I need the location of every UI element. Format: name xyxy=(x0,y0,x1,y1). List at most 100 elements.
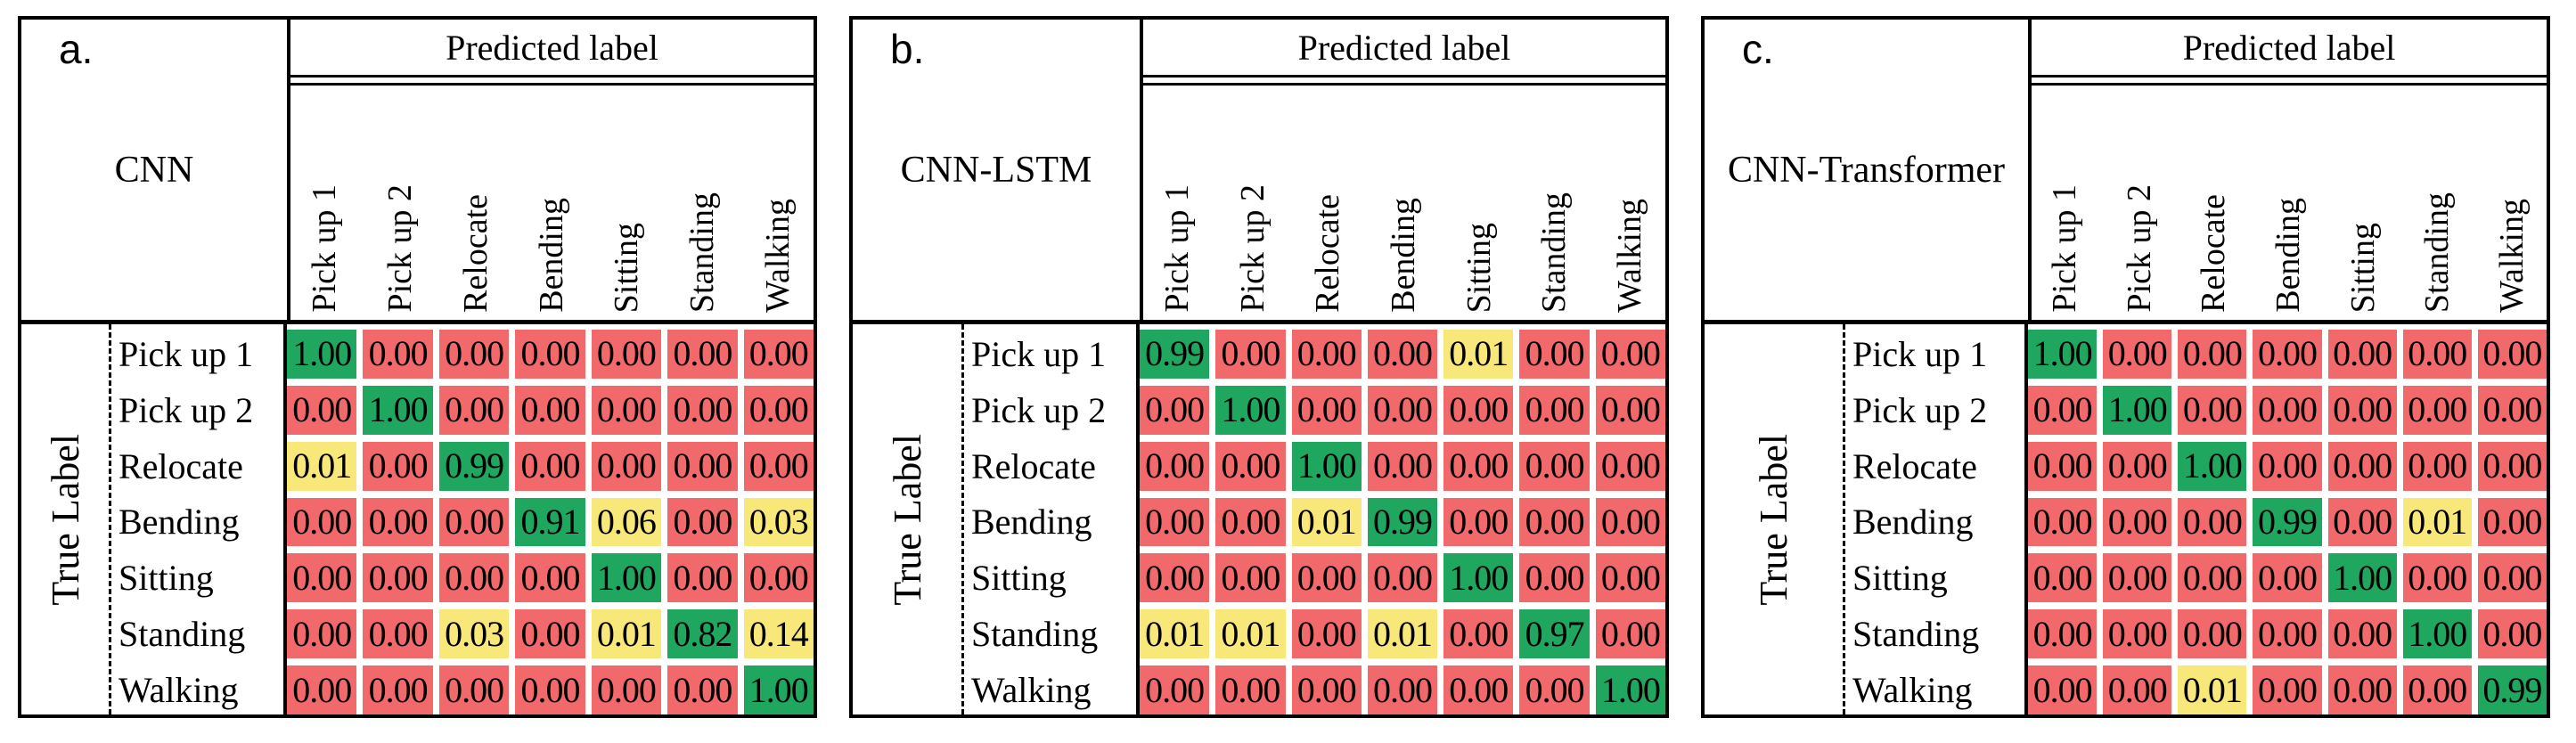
predicted-class-label-cell: Bending xyxy=(1370,86,1439,313)
true-class-label: Bending xyxy=(1852,502,1974,543)
header-data-divider xyxy=(853,320,1665,324)
true-class-label: Pick up 2 xyxy=(1852,389,1988,430)
matrix-cell: 0.00 xyxy=(667,665,738,714)
matrix-cell: 0.00 xyxy=(1443,441,1514,491)
matrix-cell: 0.00 xyxy=(743,553,814,603)
matrix-cell: 0.03 xyxy=(743,497,814,547)
matrix-cell: 0.00 xyxy=(1443,497,1514,547)
matrix-cell: 0.01 xyxy=(1291,497,1362,547)
matrix-cell: 0.00 xyxy=(515,665,585,714)
matrix-cell: 0.00 xyxy=(1519,665,1590,714)
matrix-cell: 0.00 xyxy=(2477,553,2547,603)
matrix-cell: 0.00 xyxy=(591,665,662,714)
matrix-cell: 0.00 xyxy=(2028,609,2098,659)
predicted-class-label: Pick up 2 xyxy=(1233,184,1272,313)
predicted-class-label-cell: Pick up 2 xyxy=(366,86,436,313)
matrix-cell: 0.99 xyxy=(2253,497,2322,547)
matrix-cell: 0.00 xyxy=(1595,497,1665,547)
matrix-cell: 0.00 xyxy=(2477,385,2547,435)
predicted-class-label: Bending xyxy=(1385,198,1423,313)
matrix-cell: 0.00 xyxy=(1215,441,1286,491)
matrix-cell: 0.00 xyxy=(2477,441,2547,491)
matrix-cell: 0.03 xyxy=(438,609,510,659)
predicted-class-label: Sitting xyxy=(1460,222,1498,313)
true-class-label: Walking xyxy=(1852,670,1973,711)
heatmap-grid: 0.99 0.00 0.00 0.00 0.01 0.00 0.00 0.00 1.00 0.00… xyxy=(1140,324,1665,714)
matrix-cell: 0.00 xyxy=(1519,553,1590,603)
header-data-divider xyxy=(1705,320,2547,324)
matrix-cell: 0.14 xyxy=(743,609,814,659)
matrix-cell: 1.00 xyxy=(743,665,814,714)
matrix-cell: 0.00 xyxy=(2327,441,2397,491)
predicted-class-label: Relocate xyxy=(456,194,495,313)
matrix-cell: 0.99 xyxy=(438,441,510,491)
matrix-cell: 0.00 xyxy=(1443,385,1514,435)
true-axis-title: True Label xyxy=(1752,433,1795,606)
matrix-cell: 0.00 xyxy=(2327,385,2397,435)
true-axis-column: True Label xyxy=(1705,324,1845,714)
matrix-cell: 0.00 xyxy=(1367,330,1438,379)
matrix-cell: 0.00 xyxy=(438,665,510,714)
matrix-cell: 0.00 xyxy=(2178,385,2247,435)
true-class-label: Bending xyxy=(119,502,240,543)
matrix-cell: 0.00 xyxy=(1215,665,1286,714)
predicted-class-label-cell: Standing xyxy=(1521,86,1591,313)
matrix-body: True Label Pick up 1 Pick up 2 Relocate Bend… xyxy=(853,324,1665,714)
predicted-class-label-cell: Pick up 2 xyxy=(1219,86,1288,313)
matrix-cell: 0.00 xyxy=(2253,385,2322,435)
predicted-class-label: Pick up 1 xyxy=(1157,184,1196,313)
matrix-cell: 0.00 xyxy=(438,497,510,547)
true-class-label: Walking xyxy=(971,670,1092,711)
matrix-cell: 1.00 xyxy=(363,385,433,435)
matrix-cell: 0.00 xyxy=(2402,665,2472,714)
matrix-cell: 0.00 xyxy=(1215,497,1286,547)
predicted-class-label-cell: Relocate xyxy=(1294,86,1363,313)
predicted-class-label-cell: Relocate xyxy=(442,86,511,313)
predicted-class-label-cell: Relocate xyxy=(2180,86,2249,313)
predicted-class-label: Bending xyxy=(532,198,570,313)
matrix-cell: 0.00 xyxy=(1291,609,1362,659)
true-class-label: Standing xyxy=(119,614,246,655)
true-class-labels-column: Pick up 1 Pick up 2 Relocate Bending Sitting… xyxy=(1845,324,2028,714)
matrix-cell: 0.00 xyxy=(515,441,585,491)
matrix-cell: 0.01 xyxy=(287,441,357,491)
predicted-class-label: Pick up 2 xyxy=(380,184,419,313)
predicted-class-label: Bending xyxy=(2269,198,2308,313)
matrix-cell: 0.00 xyxy=(1443,609,1514,659)
matrix-cell: 0.01 xyxy=(1215,609,1286,659)
matrix-cell: 0.00 xyxy=(2253,609,2322,659)
predicted-class-label: Relocate xyxy=(2195,194,2233,313)
matrix-cell: 0.00 xyxy=(2327,609,2397,659)
true-class-label: Standing xyxy=(971,614,1099,655)
matrix-cell: 0.00 xyxy=(1291,665,1362,714)
matrix-cell: 0.00 xyxy=(2477,497,2547,547)
matrix-cell: 0.00 xyxy=(2402,330,2472,379)
predicted-class-label: Pick up 1 xyxy=(2046,184,2084,313)
true-axis-title: True Label xyxy=(885,433,929,606)
true-class-label: Standing xyxy=(1852,614,1980,655)
matrix-cell: 0.00 xyxy=(2327,330,2397,379)
matrix-cell: 0.00 xyxy=(1519,441,1590,491)
predicted-class-label-cell: Bending xyxy=(518,86,587,313)
model-name: CNN-Transformer xyxy=(1727,149,2006,191)
matrix-cell: 0.00 xyxy=(2178,553,2247,603)
predicted-class-label: Pick up 2 xyxy=(2120,184,2158,313)
panel-header: c. CNN-Transformer Predicted label Pick up … xyxy=(1705,20,2547,320)
matrix-cell: 0.00 xyxy=(2028,441,2098,491)
double-rule xyxy=(290,75,814,86)
panel-header: a. CNN Predicted label Pick up 1 Pick up 2 Re… xyxy=(21,20,814,320)
predicted-class-label-cell: Pick up 1 xyxy=(290,86,360,313)
true-axis-column: True Label xyxy=(21,324,111,714)
matrix-cell: 0.00 xyxy=(438,553,510,603)
matrix-cell: 0.00 xyxy=(1140,553,1210,603)
predicted-class-label: Pick up 1 xyxy=(305,184,343,313)
matrix-cell: 0.00 xyxy=(2253,330,2322,379)
predicted-class-label-cell: Walking xyxy=(744,86,814,313)
predicted-class-label: Sitting xyxy=(2343,222,2382,313)
predicted-class-labels-row: Pick up 1 Pick up 2 Relocate Bending Sitting… xyxy=(1143,86,1665,320)
matrix-cell: 0.06 xyxy=(591,497,662,547)
predicted-class-label-cell: Sitting xyxy=(1445,86,1515,313)
model-name: CNN xyxy=(114,149,194,191)
matrix-cell: 0.00 xyxy=(667,385,738,435)
matrix-cell: 0.00 xyxy=(1140,497,1210,547)
